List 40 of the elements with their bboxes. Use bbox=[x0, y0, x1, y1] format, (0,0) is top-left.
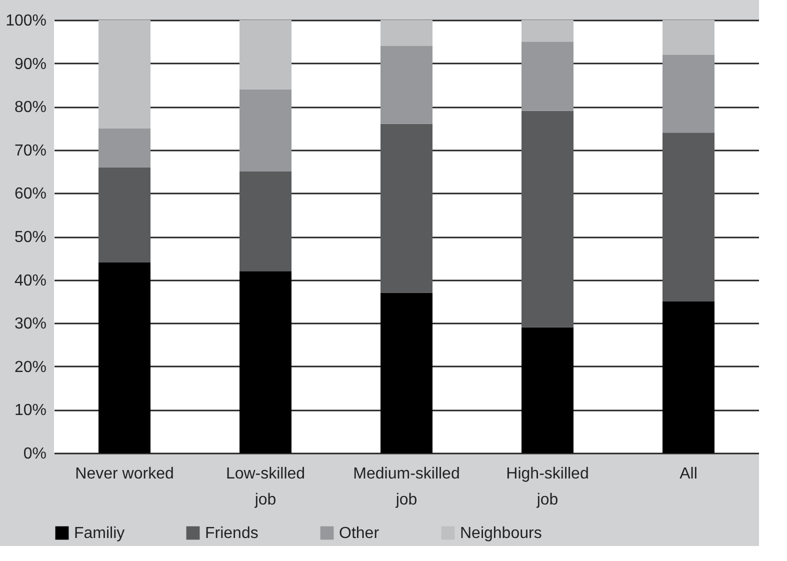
bar bbox=[522, 42, 574, 111]
bar bbox=[522, 327, 574, 453]
x-tick-label: All bbox=[680, 466, 698, 482]
bar bbox=[380, 20, 432, 46]
legend-label: Familiy bbox=[74, 525, 125, 542]
y-tick-label: 20% bbox=[14, 358, 46, 376]
y-tick-label: 50% bbox=[14, 229, 46, 246]
legend-label: Friends bbox=[205, 525, 258, 542]
y-tick-label: 100% bbox=[6, 12, 46, 30]
bar bbox=[522, 20, 574, 42]
x-tick-label: High-skilled job bbox=[506, 466, 589, 508]
y-tick-label: 60% bbox=[14, 186, 46, 203]
bar bbox=[662, 301, 714, 453]
bar bbox=[98, 20, 150, 128]
x-tick-label: Medium-skilled job bbox=[353, 466, 460, 508]
y-tick-label: 80% bbox=[14, 99, 46, 116]
y-tick-label: 70% bbox=[14, 142, 46, 160]
bar bbox=[240, 20, 292, 90]
legend-label: Other bbox=[339, 525, 380, 542]
legend-label: Neighbours bbox=[460, 525, 542, 542]
y-tick-label: 10% bbox=[14, 402, 46, 420]
bar bbox=[98, 262, 150, 453]
bar bbox=[380, 124, 432, 293]
bar bbox=[98, 128, 150, 168]
bar bbox=[240, 172, 292, 272]
bar bbox=[522, 110, 574, 328]
x-tick-label: Low-skilled job bbox=[226, 466, 306, 508]
y-tick-label: 90% bbox=[14, 56, 46, 73]
y-tick-label: 0% bbox=[23, 446, 46, 462]
bar bbox=[240, 271, 292, 453]
bar bbox=[380, 292, 432, 453]
bar bbox=[662, 132, 714, 302]
bar bbox=[98, 167, 150, 262]
bar bbox=[662, 20, 714, 55]
y-tick-label: 40% bbox=[14, 272, 46, 290]
y-tick-label: 30% bbox=[14, 316, 46, 333]
x-tick-label: Never worked bbox=[75, 466, 174, 482]
bar bbox=[662, 54, 714, 133]
bar bbox=[240, 89, 292, 172]
bar bbox=[380, 46, 432, 124]
